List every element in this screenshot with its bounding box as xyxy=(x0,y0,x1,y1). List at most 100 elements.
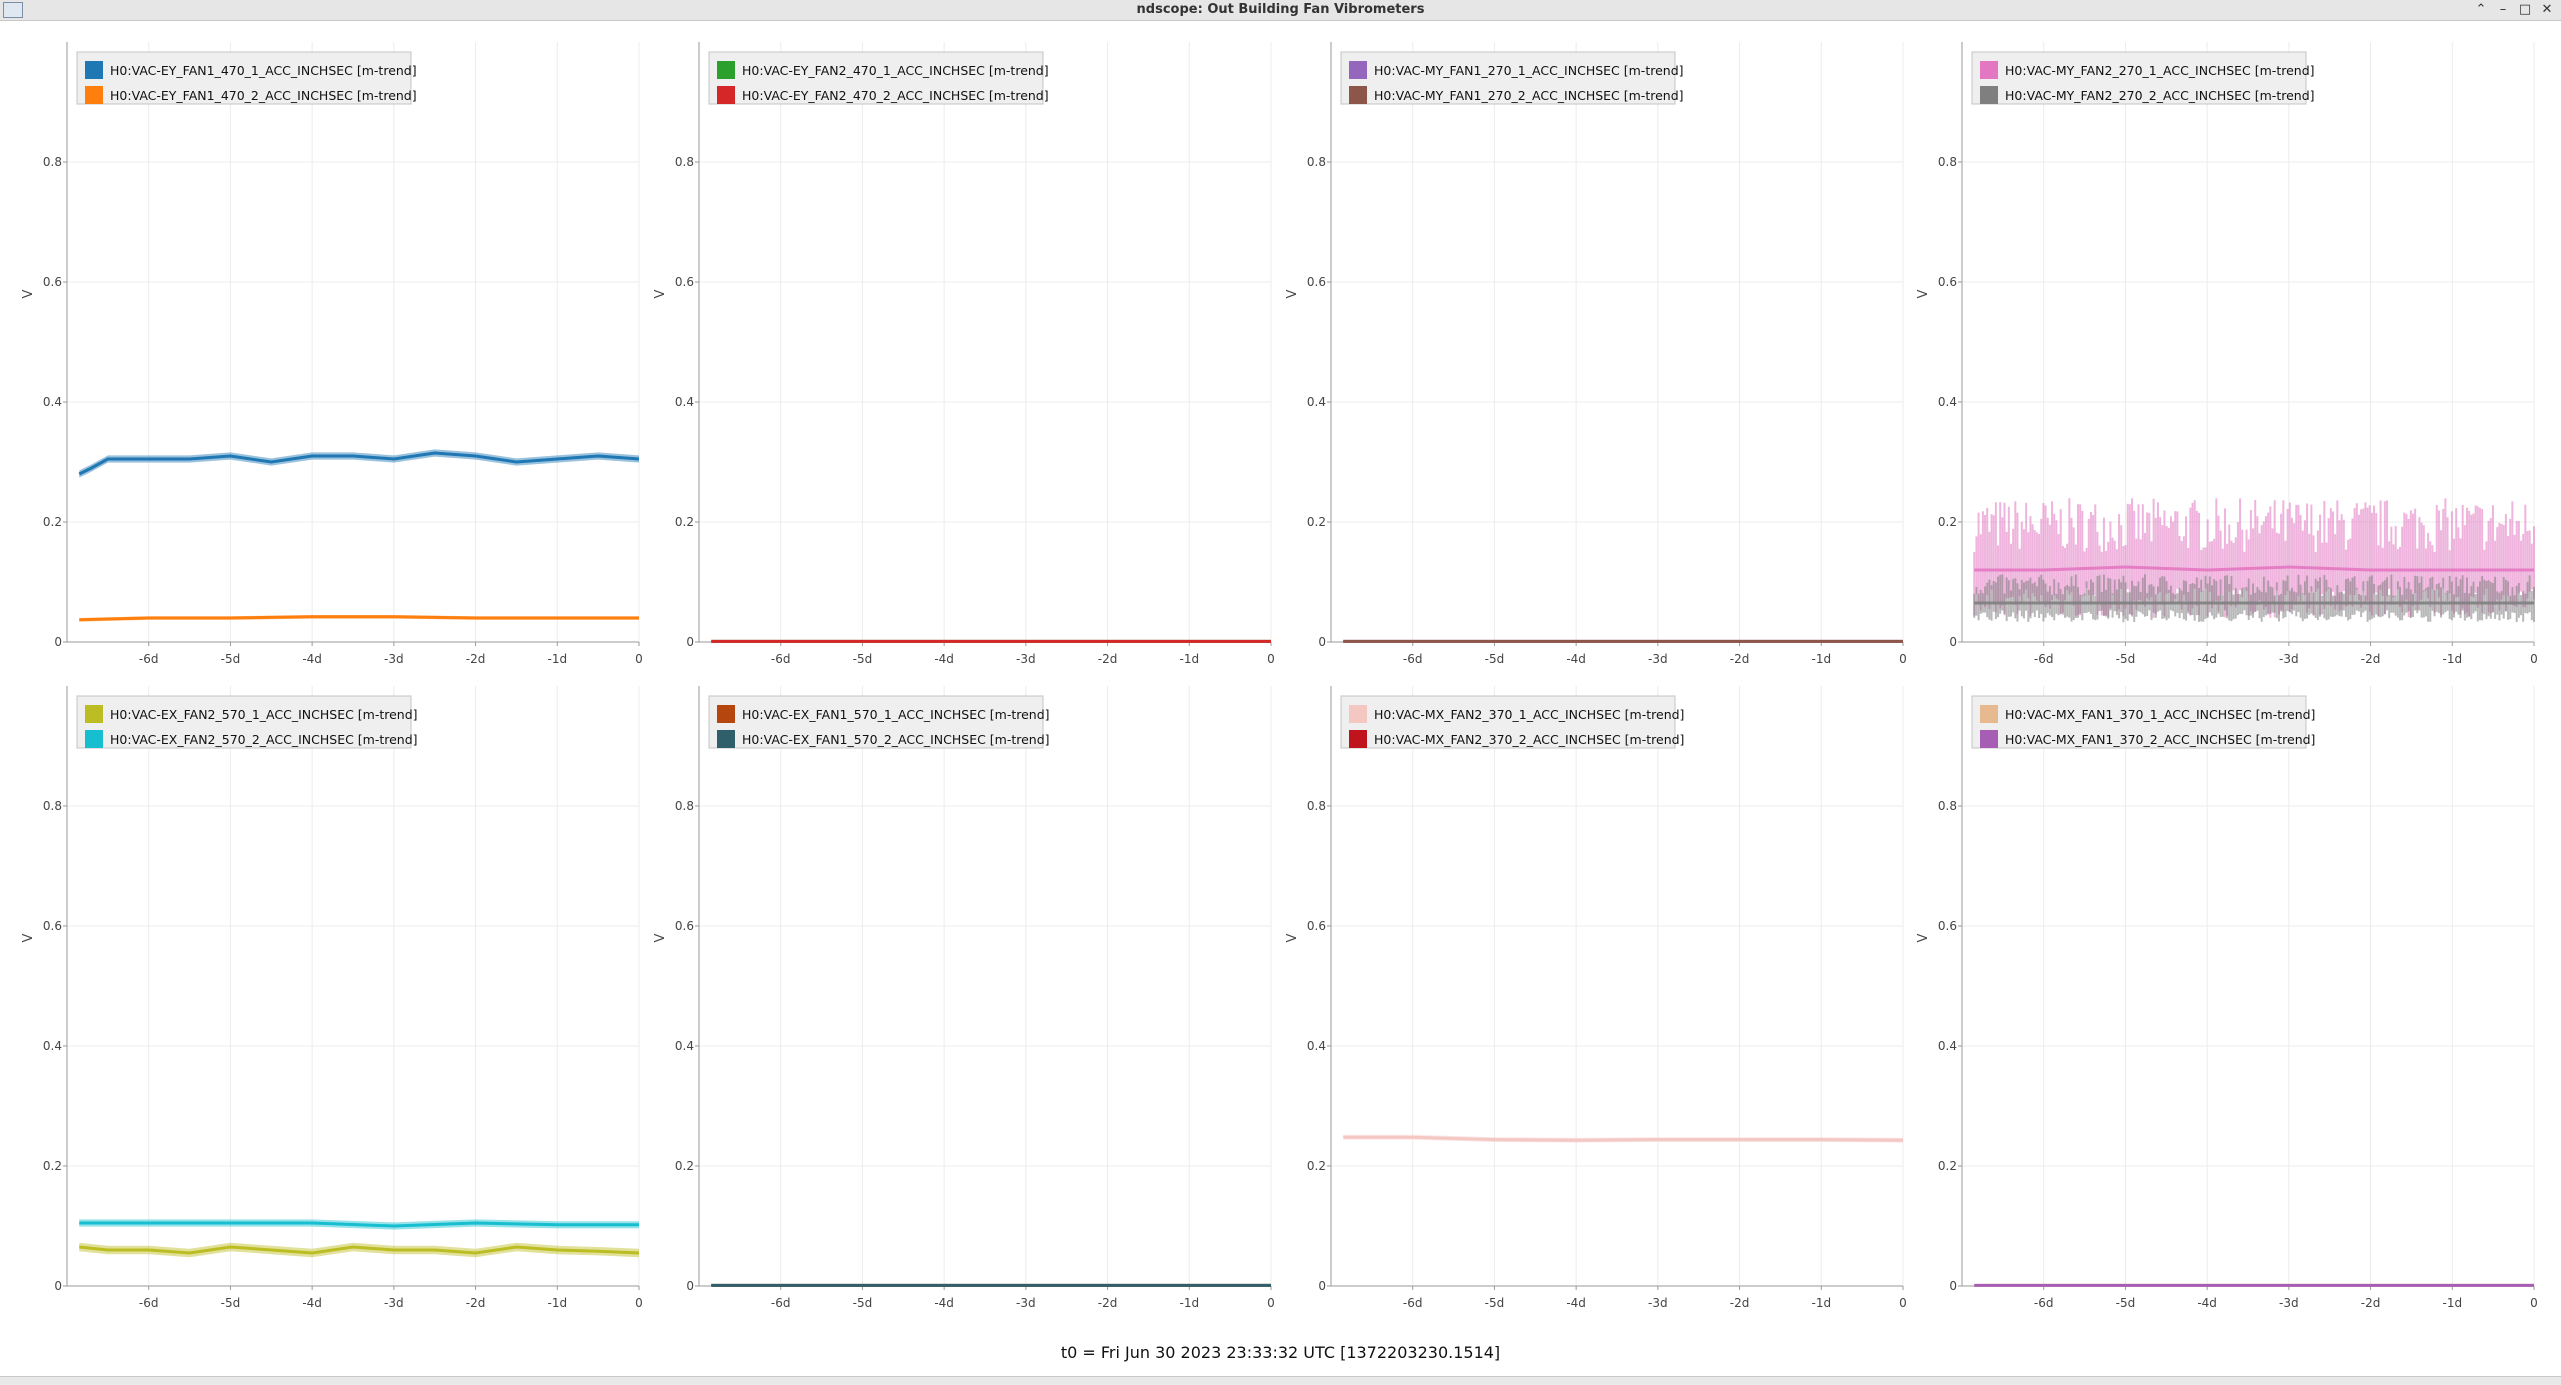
legend: H0:VAC-MY_FAN2_270_1_ACC_INCHSEC [m-tren… xyxy=(1971,51,2315,105)
y-tick-label: 0.8 xyxy=(675,799,694,813)
legend: H0:VAC-MY_FAN1_270_1_ACC_INCHSEC [m-tren… xyxy=(1340,51,1684,105)
t0-label: t0 = Fri Jun 30 2023 23:33:32 UTC [13722… xyxy=(1060,1343,1501,1362)
plot-area xyxy=(699,42,1271,642)
y-tick-label: 0 xyxy=(686,1279,694,1293)
legend-box xyxy=(1971,51,2307,105)
maximize-icon[interactable]: □ xyxy=(2518,2,2532,17)
y-tick-label: 0.4 xyxy=(1307,1039,1326,1053)
chevron-up-icon[interactable]: ⌃ xyxy=(2475,2,2487,17)
x-tick-label: -4d xyxy=(2197,652,2217,666)
y-tick-label: 0.8 xyxy=(1307,155,1326,169)
legend-entry: H0:VAC-EX_FAN2_570_2_ACC_INCHSEC [m-tren… xyxy=(110,732,418,747)
y-tick-label: 0.8 xyxy=(43,799,62,813)
series-2 xyxy=(79,615,639,622)
x-tick-label: -6d xyxy=(1403,1296,1423,1310)
y-tick-label: 0.6 xyxy=(43,275,62,289)
legend-swatch xyxy=(1349,730,1367,748)
y-tick-label: 0.8 xyxy=(675,155,694,169)
y-tick-label: 0 xyxy=(686,635,694,649)
legend-swatch xyxy=(717,730,735,748)
x-tick-label: -6d xyxy=(139,1296,159,1310)
legend: H0:VAC-MX_FAN2_370_1_ACC_INCHSEC [m-tren… xyxy=(1340,695,1684,749)
x-tick-label: 0 xyxy=(2530,652,2538,666)
plot-panel-1: -6d -5d -4d -3d -2d -1d 0 0 0.2 0.4 0.6 0.8 V H0:VAC-… xyxy=(21,42,643,666)
plot-area xyxy=(1962,686,2534,1286)
y-tick-label: 0.4 xyxy=(1938,1039,1957,1053)
plot-panel-8: -6d -5d -4d -3d -2d -1d 0 0 0.2 0.4 0.6 0.8 V H0:VAC-… xyxy=(1916,686,2538,1310)
y-tick-label: 0.4 xyxy=(43,1039,62,1053)
y-axis-label: V xyxy=(1916,289,1931,298)
y-tick-label: 0.6 xyxy=(43,919,62,933)
y-tick-label: 0.4 xyxy=(675,395,694,409)
series-2 xyxy=(1343,639,1903,643)
plot-area xyxy=(1331,686,1903,1286)
x-tick-label: -6d xyxy=(2034,1296,2054,1310)
x-tick-label: -4d xyxy=(1566,652,1586,666)
y-tick-label: 0.8 xyxy=(1938,799,1957,813)
x-tick-label: -5d xyxy=(1485,652,1505,666)
x-tick-label: 0 xyxy=(1899,1296,1907,1310)
x-tick-label: -3d xyxy=(2279,1296,2299,1310)
legend-entry: H0:VAC-EX_FAN1_570_2_ACC_INCHSEC [m-tren… xyxy=(742,732,1050,747)
y-tick-label: 0.4 xyxy=(1938,395,1957,409)
window-title: ndscope: Out Building Fan Vibrometers xyxy=(1136,2,1425,17)
legend-entry: H0:VAC-EY_FAN2_470_2_ACC_INCHSEC [m-tren… xyxy=(742,88,1049,103)
y-tick-label: 0 xyxy=(1318,1279,1326,1293)
x-tick-label: -3d xyxy=(384,1296,404,1310)
series-line xyxy=(1974,565,2534,572)
legend-entry: H0:VAC-MY_FAN2_270_1_ACC_INCHSEC [m-tren… xyxy=(2005,63,2315,78)
legend-entry: H0:VAC-MY_FAN1_270_2_ACC_INCHSEC [m-tren… xyxy=(1374,88,1684,103)
minimize-icon[interactable]: – xyxy=(2499,2,2507,17)
series-1 xyxy=(1343,1134,1904,1143)
y-tick-label: 0.4 xyxy=(1307,395,1326,409)
series-line xyxy=(1343,1135,1904,1142)
y-axis-label: V xyxy=(1285,289,1300,298)
x-tick-label: 0 xyxy=(635,652,643,666)
x-tick-label: -1d xyxy=(547,652,567,666)
x-tick-label: -6d xyxy=(2034,652,2054,666)
x-tick-label: 0 xyxy=(1267,652,1275,666)
x-tick-label: -2d xyxy=(1098,1296,1118,1310)
y-axis-label: V xyxy=(653,289,668,298)
x-tick-label: -5d xyxy=(1485,1296,1505,1310)
plot-grid[interactable]: -6d -5d -4d -3d -2d -1d 0 0 0.2 0.4 0.6 0.8 V H0:VAC-… xyxy=(0,20,2561,1340)
plot-panel-2: -6d -5d -4d -3d -2d -1d 0 0 0.2 0.4 0.6 0.8 V H0:VAC-… xyxy=(653,42,1275,666)
x-tick-label: -2d xyxy=(2361,1296,2381,1310)
legend-swatch xyxy=(1980,730,1998,748)
plot-panel-6: -6d -5d -4d -3d -2d -1d 0 0 0.2 0.4 0.6 0.8 V H0:VAC-… xyxy=(653,686,1275,1310)
plot-panel-5: -6d -5d -4d -3d -2d -1d 0 0 0.2 0.4 0.6 0.8 V H0:VAC-… xyxy=(21,686,643,1310)
plot-panel-3: -6d -5d -4d -3d -2d -1d 0 0 0.2 0.4 0.6 0.8 V H0:VAC-… xyxy=(1285,42,1907,666)
series-1 xyxy=(78,449,640,478)
legend-swatch xyxy=(717,61,735,79)
x-tick-label: -1d xyxy=(1811,652,1831,666)
y-tick-label: 0.6 xyxy=(675,919,694,933)
x-tick-label: -5d xyxy=(2116,652,2136,666)
x-tick-label: 0 xyxy=(1899,652,1907,666)
legend-swatch xyxy=(1349,86,1367,104)
y-tick-label: 0.2 xyxy=(1307,1159,1326,1173)
x-tick-label: -1d xyxy=(2442,652,2462,666)
legend: H0:VAC-EX_FAN2_570_1_ACC_INCHSEC [m-tren… xyxy=(76,695,418,749)
legend-entry: H0:VAC-MX_FAN2_370_2_ACC_INCHSEC [m-tren… xyxy=(1374,732,1684,747)
x-tick-label: -3d xyxy=(384,652,404,666)
y-tick-label: 0.8 xyxy=(1938,155,1957,169)
close-icon[interactable]: ✕ xyxy=(2541,2,2553,17)
y-tick-label: 0.2 xyxy=(1938,1159,1957,1173)
legend-box xyxy=(708,51,1044,105)
x-tick-label: -4d xyxy=(302,652,322,666)
legend-box xyxy=(708,695,1044,749)
legend-swatch xyxy=(1980,86,1998,104)
legend: H0:VAC-EX_FAN1_570_1_ACC_INCHSEC [m-tren… xyxy=(708,695,1050,749)
legend-entry: H0:VAC-MY_FAN1_270_1_ACC_INCHSEC [m-tren… xyxy=(1374,63,1684,78)
x-tick-label: -3d xyxy=(1016,652,1036,666)
legend-swatch xyxy=(85,86,103,104)
x-tick-label: -2d xyxy=(2361,652,2381,666)
plot-panel-7: -6d -5d -4d -3d -2d -1d 0 0 0.2 0.4 0.6 0.8 V H0:VAC-… xyxy=(1285,686,1907,1310)
series-line xyxy=(79,615,639,622)
y-axis-label: V xyxy=(1916,933,1931,942)
app-icon xyxy=(3,2,23,18)
series-1 xyxy=(1973,498,2535,618)
legend-swatch xyxy=(1349,61,1367,79)
legend-swatch xyxy=(1980,705,1998,723)
y-tick-label: 0.2 xyxy=(675,1159,694,1173)
